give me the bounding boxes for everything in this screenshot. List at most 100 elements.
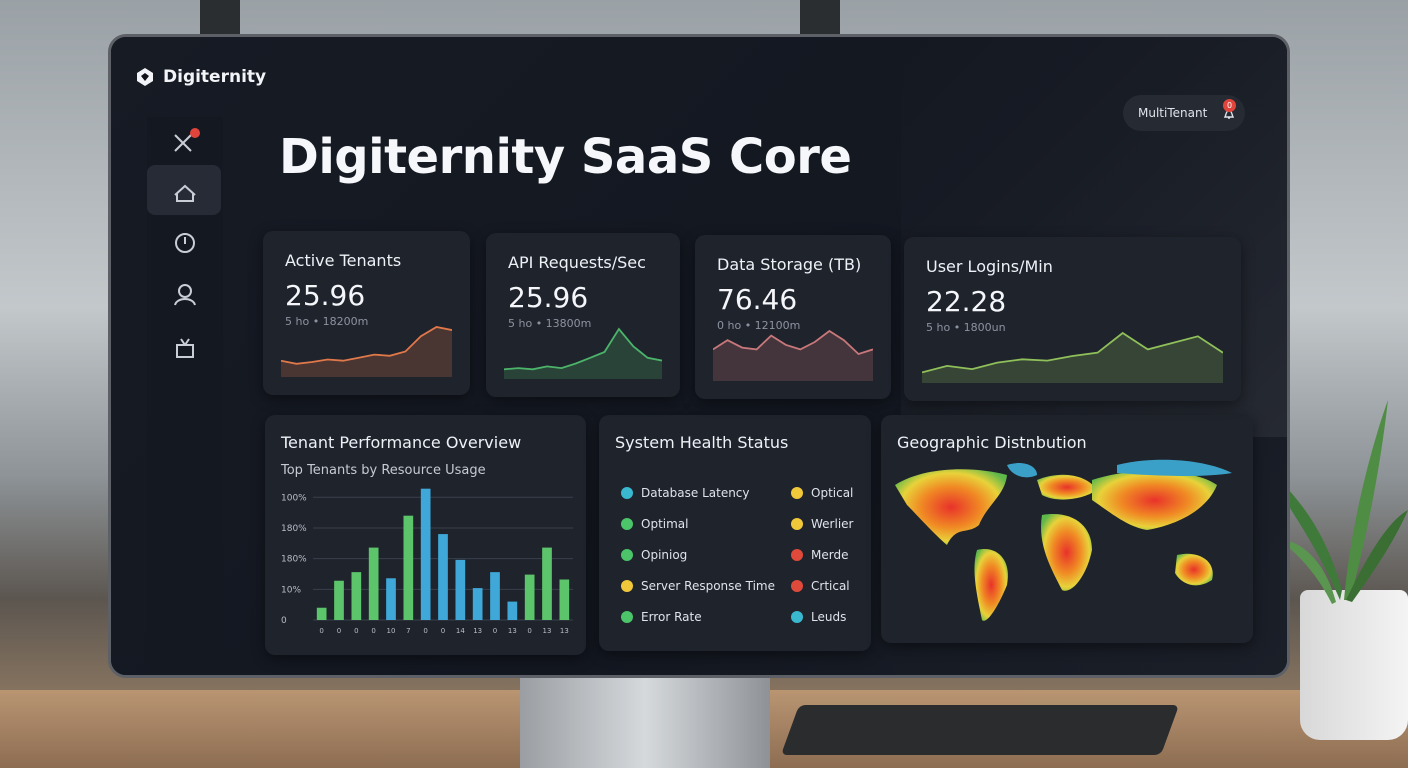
status-dot <box>621 610 633 623</box>
status-label: Werlier <box>811 516 854 531</box>
kpi-label: Data Storage (TB) <box>717 255 862 274</box>
kpi-subtext: 5 ho • 18200m <box>285 315 369 328</box>
x-tick-label: 0 <box>423 627 427 635</box>
status-dot <box>621 486 633 499</box>
sparkline-line <box>713 329 873 356</box>
status-dot <box>621 517 633 530</box>
bar-chart: 100% 180% 180% 10% 0 0 0 0 0 10 7 0 0 14 13 0 13 0 13 13 <box>281 488 573 635</box>
x-tick-label: 10 <box>387 627 396 635</box>
status-dot <box>621 548 633 561</box>
kpi-subtext: 5 ho • 13800m <box>508 317 592 330</box>
health-item: Werlier <box>791 508 881 539</box>
health-item: Optical <box>791 477 881 508</box>
sparkline-area <box>922 333 1223 383</box>
bar <box>420 488 431 620</box>
bar <box>524 574 535 620</box>
sparkline-area <box>281 327 452 377</box>
health-item: Merde <box>791 539 881 570</box>
window-frame <box>800 0 840 40</box>
nav-icons[interactable] <box>167 127 207 367</box>
status-dot <box>791 610 803 623</box>
bar <box>455 559 466 620</box>
kpi-value: 25.96 <box>285 279 366 312</box>
kpi-card: API Requests/Sec 25.96 5 ho • 13800m <box>486 233 680 397</box>
x-tick-label: 0 <box>337 627 341 635</box>
status-label: Optimal <box>641 516 689 531</box>
status-label: Crtical <box>811 578 850 593</box>
status-label: Optical <box>811 485 854 500</box>
status-dot <box>791 548 803 561</box>
status-dot <box>791 579 803 592</box>
notification-badge: 0 <box>1223 99 1236 112</box>
x-tick-label: 13 <box>560 627 569 635</box>
x-tick-label: 14 <box>456 627 465 635</box>
bar <box>351 572 362 620</box>
status-label: Leuds <box>811 609 847 624</box>
sparkline <box>504 327 662 379</box>
kpi-value: 22.28 <box>926 285 1007 318</box>
brand: Digiternity <box>135 67 266 87</box>
kpi-subtext: 5 ho • 1800un <box>926 321 1006 334</box>
brand-name: Digiternity <box>163 67 267 87</box>
x-tick-label: 0 <box>493 627 497 635</box>
health-item: Error Rate <box>621 601 781 632</box>
map-card: Geographic Distnbution <box>881 415 1253 643</box>
health-card: System Health Status Database Latency Opt… <box>599 415 871 651</box>
bar <box>368 547 379 620</box>
health-item: Optimal <box>621 508 781 539</box>
x-tick-label: 0 <box>371 627 375 635</box>
x-tick-label: 0 <box>354 627 358 635</box>
status-label: Merde <box>811 547 849 562</box>
bar <box>490 572 500 620</box>
status-dot <box>791 517 803 530</box>
health-item: Database Latency <box>621 477 781 508</box>
x-tick-label: 0 <box>527 627 531 635</box>
kpi-card: Active Tenants 25.96 5 ho • 18200m <box>263 231 470 395</box>
kpi-card: Data Storage (TB) 76.46 0 ho • 12100m <box>695 235 891 399</box>
bar <box>559 579 570 620</box>
x-tick-label: 13 <box>543 627 552 635</box>
monitor: Digiternity Digiternity SaaS Core MultiT… <box>108 34 1290 678</box>
x-tick-label: 0 <box>319 627 323 635</box>
performance-card: Tenant Performance Overview Top Tenants … <box>265 415 586 655</box>
world-heatmap <box>895 459 1232 621</box>
performance-subtitle: Top Tenants by Resource Usage <box>281 463 486 478</box>
x-tick-label: 13 <box>473 627 482 635</box>
x-tick-label: 13 <box>508 627 517 635</box>
sparkline-area <box>713 331 873 381</box>
health-title: System Health Status <box>615 433 789 452</box>
bar <box>334 580 344 620</box>
health-item: Opiniog <box>621 539 781 570</box>
x-tick-label: 0 <box>441 627 445 635</box>
bar <box>403 515 414 620</box>
sparkline-line <box>922 331 1223 374</box>
health-item: Server Response Time <box>621 570 781 601</box>
bar <box>386 578 396 620</box>
plant-pot <box>1300 590 1408 740</box>
keyboard <box>780 705 1180 755</box>
tenant-menu-label: MultiTenant <box>1138 106 1208 120</box>
kpi-value: 76.46 <box>717 283 798 316</box>
status-dot <box>621 579 633 592</box>
status-label: Database Latency <box>641 485 750 500</box>
performance-title: Tenant Performance Overview <box>281 433 522 452</box>
y-tick-label: 180% <box>281 555 307 565</box>
y-tick-label: 180% <box>281 524 307 534</box>
bar <box>316 607 327 620</box>
plant <box>1270 400 1408 604</box>
sparkline <box>922 331 1223 383</box>
bar <box>472 588 483 620</box>
health-item: Crtical <box>791 570 881 601</box>
brand-logo <box>137 68 153 86</box>
monitor-stand <box>520 670 770 768</box>
status-label: Opiniog <box>641 547 688 562</box>
bar <box>438 534 448 620</box>
map-title: Geographic Distnbution <box>897 433 1087 452</box>
health-item: Leuds <box>791 601 881 632</box>
sparkline-area <box>504 329 662 379</box>
kpi-subtext: 0 ho • 12100m <box>717 319 801 332</box>
sparkline-line <box>281 326 452 365</box>
sparkline <box>281 326 452 377</box>
nav-highlight <box>147 165 221 215</box>
